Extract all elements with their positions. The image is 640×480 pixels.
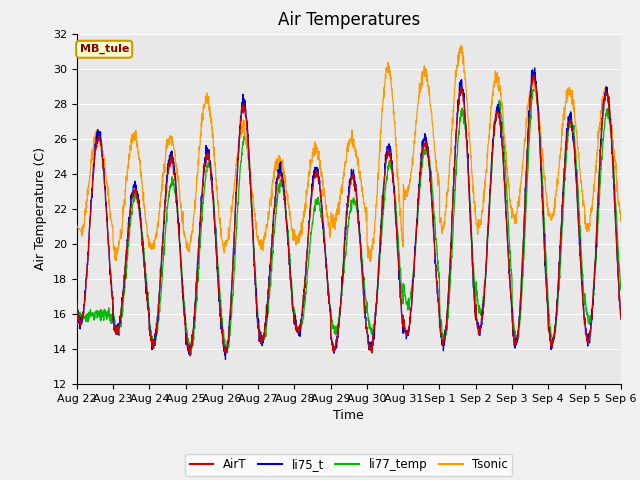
li75_t — [570, 138, 577, 144]
Tsonic — [584, 225, 592, 231]
AirT — [186, 353, 194, 359]
Title: Air Temperatures: Air Temperatures — [278, 11, 420, 29]
li77_temp — [225, 344, 232, 350]
Tsonic — [73, 223, 81, 229]
li75_t — [221, 357, 229, 362]
Tsonic — [508, 205, 515, 211]
Line: li75_t: li75_t — [77, 68, 621, 360]
Text: MB_tule: MB_tule — [79, 44, 129, 54]
Line: AirT: AirT — [77, 74, 621, 356]
AirT — [570, 132, 577, 137]
li77_temp — [570, 125, 577, 131]
Tsonic — [617, 218, 625, 224]
AirT — [73, 299, 81, 304]
li75_t — [365, 339, 372, 345]
li77_temp — [73, 315, 81, 321]
li75_t — [584, 338, 592, 344]
Line: li77_temp: li77_temp — [77, 86, 621, 355]
li77_temp — [584, 318, 592, 324]
Tsonic — [570, 99, 577, 105]
AirT — [529, 72, 537, 77]
Tsonic — [457, 43, 465, 48]
X-axis label: Time: Time — [333, 409, 364, 422]
AirT — [617, 316, 625, 322]
li77_temp — [365, 315, 372, 321]
Tsonic — [376, 131, 384, 137]
Tsonic — [225, 225, 232, 231]
li75_t — [225, 331, 232, 336]
li77_temp — [531, 83, 539, 89]
AirT — [507, 295, 515, 301]
Legend: AirT, li75_t, li77_temp, Tsonic: AirT, li75_t, li77_temp, Tsonic — [185, 454, 513, 476]
AirT — [365, 342, 372, 348]
Y-axis label: Air Temperature (C): Air Temperature (C) — [35, 147, 47, 270]
Line: Tsonic: Tsonic — [77, 46, 621, 262]
AirT — [376, 234, 384, 240]
li75_t — [376, 231, 384, 237]
AirT — [584, 337, 592, 343]
Tsonic — [365, 249, 372, 255]
AirT — [225, 335, 232, 340]
li75_t — [507, 294, 515, 300]
li77_temp — [507, 268, 515, 274]
li75_t — [531, 65, 538, 71]
li77_temp — [187, 352, 195, 358]
li75_t — [73, 299, 81, 305]
li77_temp — [376, 250, 384, 255]
Tsonic — [366, 259, 374, 264]
li77_temp — [617, 287, 625, 293]
li75_t — [617, 311, 625, 316]
